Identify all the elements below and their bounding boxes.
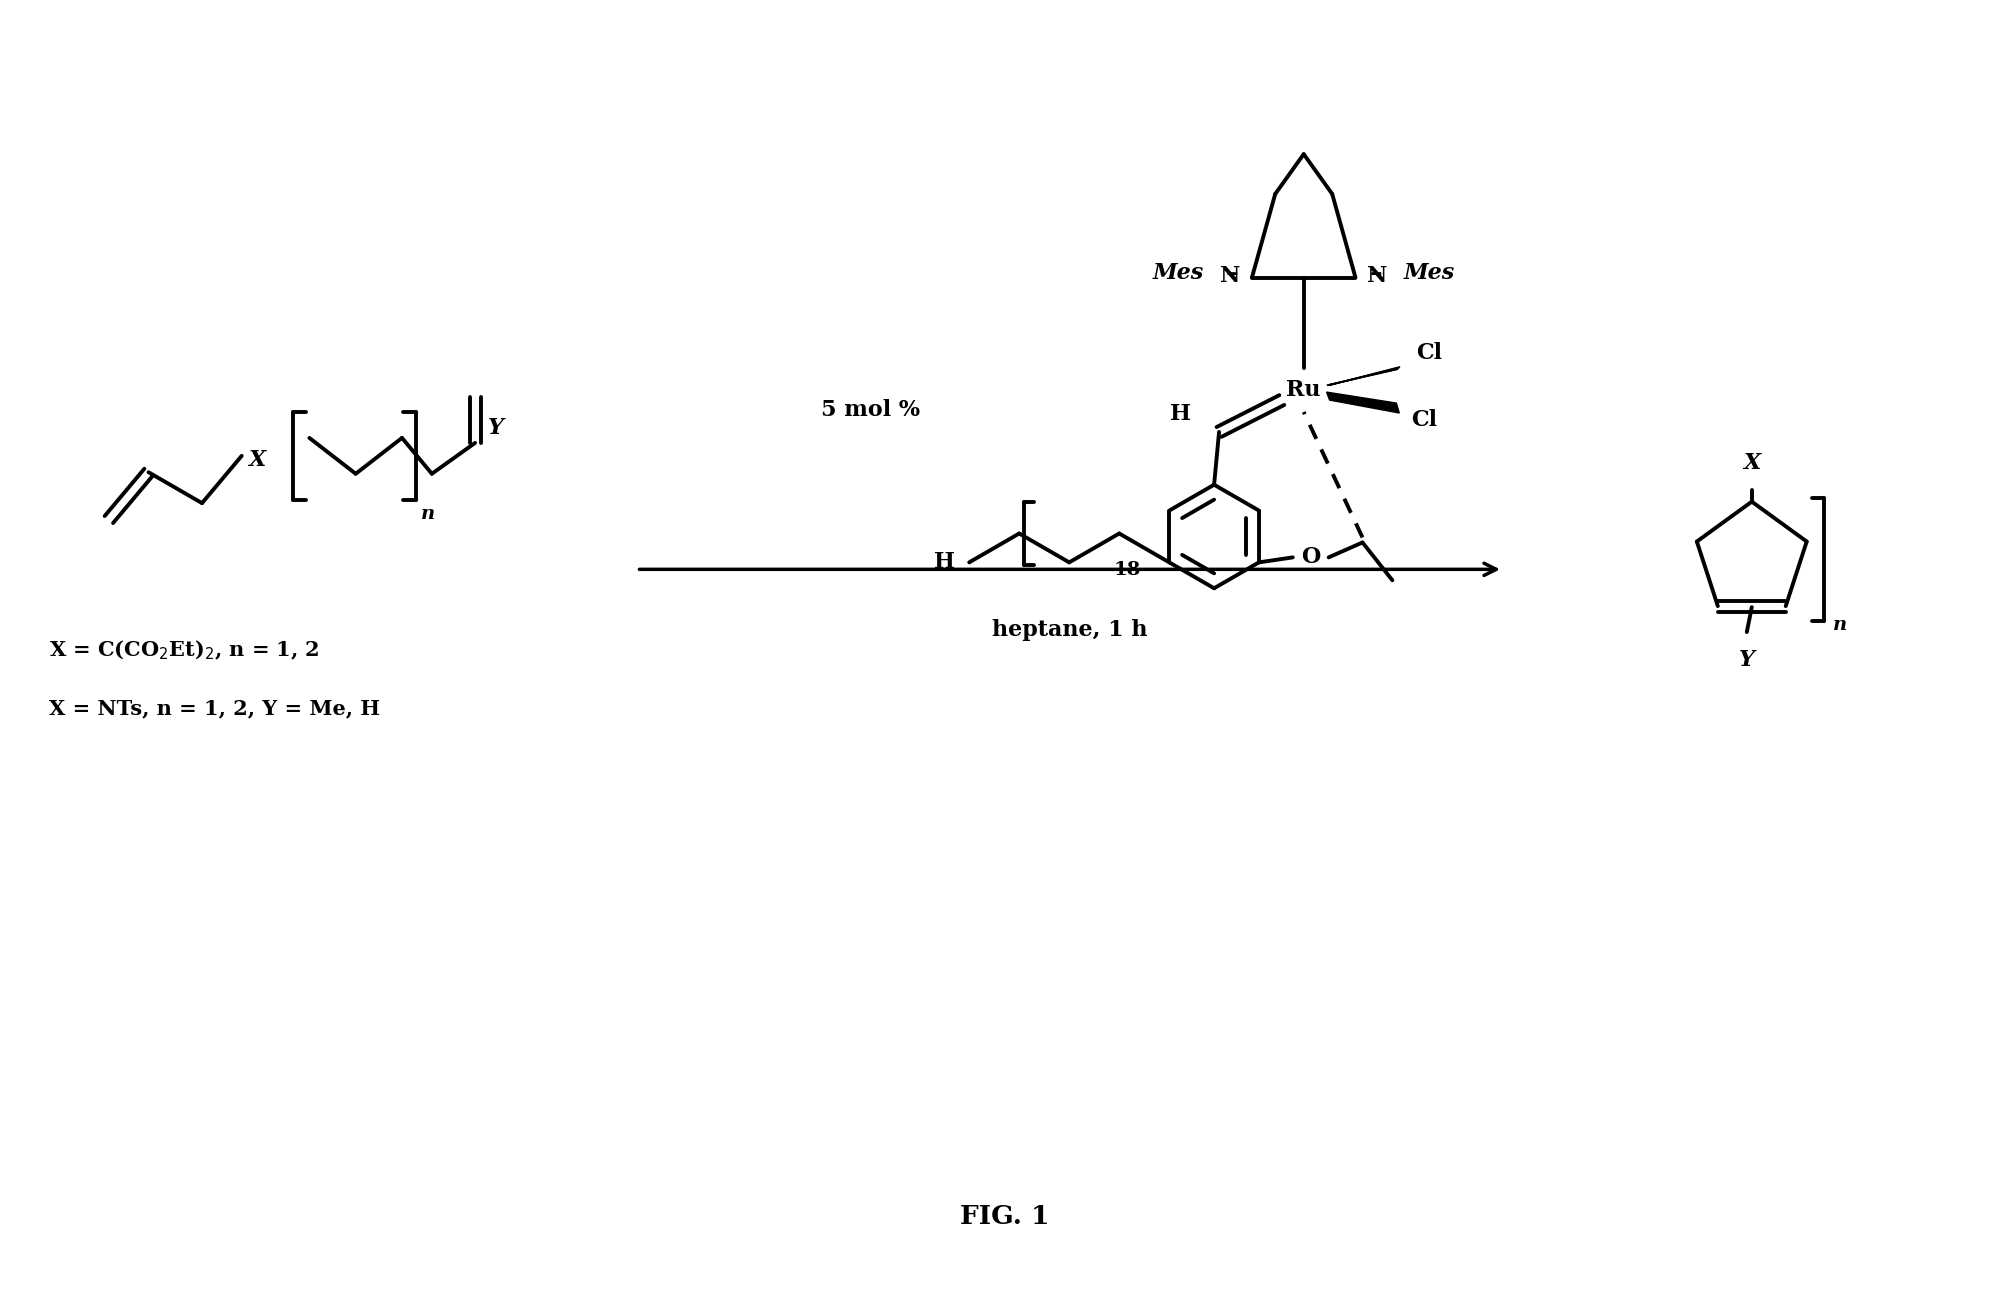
Text: H: H bbox=[935, 551, 955, 573]
Text: H: H bbox=[1170, 402, 1191, 424]
Text: Cl: Cl bbox=[1416, 343, 1442, 365]
Text: 5 mol %: 5 mol % bbox=[820, 399, 919, 421]
Text: N: N bbox=[1367, 264, 1388, 286]
Polygon shape bbox=[1327, 392, 1400, 413]
Text: N: N bbox=[1219, 264, 1241, 286]
Text: Y: Y bbox=[1740, 650, 1756, 672]
Text: X: X bbox=[1744, 452, 1760, 474]
Text: –: – bbox=[1369, 260, 1382, 285]
Text: X = C(CO$_2$Et)$_2$, n = 1, 2: X = C(CO$_2$Et)$_2$, n = 1, 2 bbox=[48, 639, 320, 663]
Text: Mes: Mes bbox=[1404, 261, 1454, 283]
Text: 18: 18 bbox=[1114, 562, 1140, 580]
Text: n: n bbox=[420, 505, 434, 523]
Text: n: n bbox=[1832, 616, 1846, 634]
Text: X: X bbox=[247, 449, 265, 471]
Text: heptane, 1 h: heptane, 1 h bbox=[991, 619, 1148, 641]
Text: FIG. 1: FIG. 1 bbox=[961, 1203, 1050, 1229]
Text: Mes: Mes bbox=[1152, 261, 1205, 283]
Text: Y: Y bbox=[489, 417, 505, 439]
Text: O: O bbox=[1301, 546, 1321, 568]
Text: Ru: Ru bbox=[1287, 379, 1321, 401]
Text: X = NTs, n = 1, 2, Y = Me, H: X = NTs, n = 1, 2, Y = Me, H bbox=[48, 699, 380, 718]
Text: Cl: Cl bbox=[1412, 409, 1438, 431]
Text: –: – bbox=[1225, 260, 1239, 285]
